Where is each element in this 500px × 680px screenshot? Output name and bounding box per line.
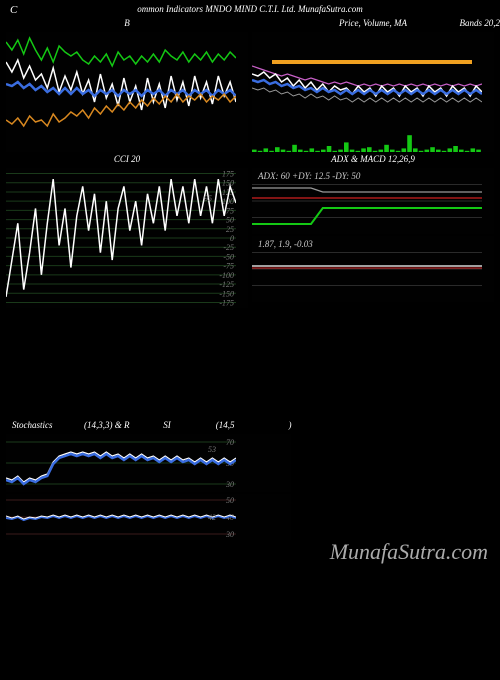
panel2-title: Price, Volume, MA [339,18,407,28]
panel1-title: B [6,18,248,30]
panel-adx-macd: ADX & MACD 12,26,9 ADX: 60 +DY: 12.5 -DY… [252,154,494,308]
header-lead: C [10,4,17,16]
chart-bollinger [6,32,236,152]
svg-text:70: 70 [226,438,234,447]
svg-text:175: 175 [222,170,234,179]
panel-stoch-rsi: Stochastics (14,3,3) & R SI (14,5 ) 70 50… [6,420,291,540]
watermark: MunafaSutra.com [330,539,488,565]
chart-price [252,32,482,152]
svg-text:0: 0 [230,234,234,243]
adx-values: ADX: 60 +DY: 12.5 -DY: 50 [258,171,360,181]
panel4-title: ADX & MACD 12,26,9 [252,154,494,166]
svg-text:-125: -125 [219,280,234,289]
chart-stochastics: 70503053 [6,434,236,492]
svg-text:-150: -150 [219,289,234,298]
svg-text:75: 75 [226,206,234,215]
svg-text:50: 50 [226,496,234,505]
panel-empty-right [295,420,494,540]
svg-text:150: 150 [222,179,234,188]
row-3: Stochastics (14,3,3) & R SI (14,5 ) 70 50… [0,420,500,540]
chart-rsi: 50403042 [6,494,236,540]
panel3-title: CCI 20 [6,154,248,166]
macd-values: 1.87, 1.9, -0.03 [258,239,313,249]
svg-text:-50: -50 [223,252,234,261]
panel-cci: CCI 20 1751501251007550250-25-50-75-100-… [6,154,248,308]
panel2-title-right: Bands 20,2 [460,18,500,28]
svg-text:25: 25 [226,225,234,234]
page-header: C ommon Indicators MNDO MIND C.T.I. Ltd.… [0,0,500,18]
panel5-title: Stochastics (14,3,3) & R SI (14,5 ) [6,420,291,432]
svg-text:53: 53 [208,445,216,454]
svg-text:30: 30 [225,530,234,539]
svg-text:-25: -25 [223,243,234,252]
row-1: B Price, Volume, MA Bands 20,2 [0,18,500,152]
svg-text:95: 95 [204,194,212,203]
svg-text:-100: -100 [219,271,234,280]
svg-text:50: 50 [226,216,234,225]
chart-cci: 1751501251007550250-25-50-75-100-125-150… [6,168,236,308]
header-title: ommon Indicators MNDO MIND C.T.I. Ltd. M… [137,4,363,14]
gap-spacer [0,310,500,420]
svg-text:-175: -175 [219,298,234,307]
panel-price: Price, Volume, MA Bands 20,2 [252,18,494,152]
svg-text:30: 30 [225,480,234,489]
panel-bollinger: B [6,18,248,152]
svg-text:-75: -75 [223,262,234,271]
svg-text:42: 42 [208,513,216,522]
row-2: CCI 20 1751501251007550250-25-50-75-100-… [0,154,500,308]
